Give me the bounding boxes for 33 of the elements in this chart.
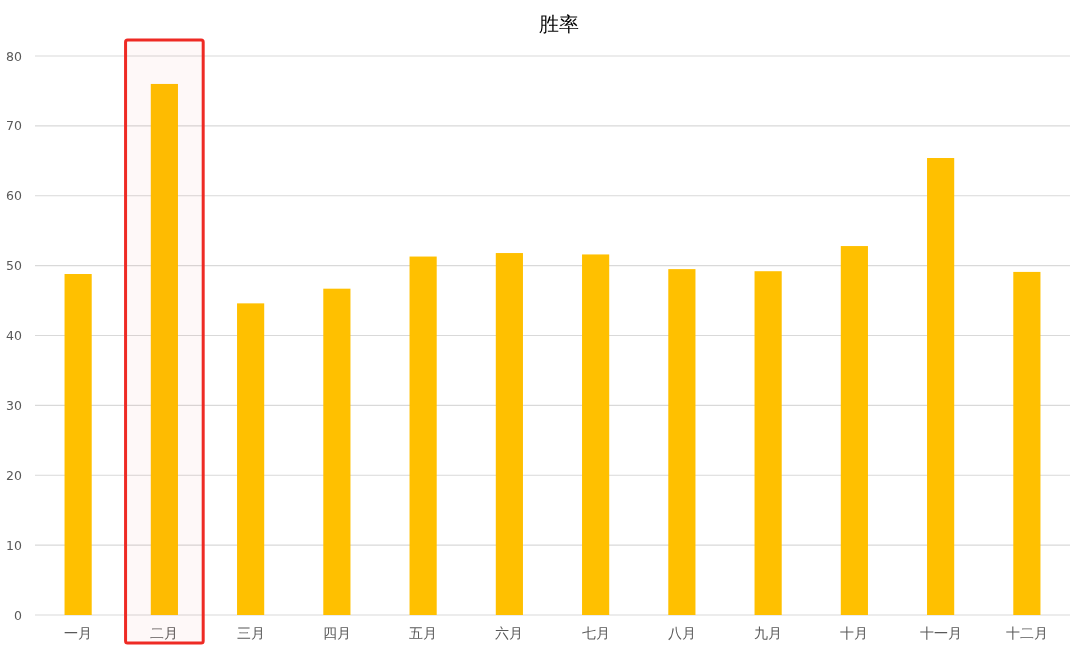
- x-tick-label: 四月: [322, 625, 351, 641]
- y-tick-label: 10: [6, 537, 23, 553]
- y-tick-label: 20: [6, 467, 23, 483]
- bar: [582, 254, 610, 615]
- x-tick-label: 三月: [236, 625, 265, 641]
- x-tick-label: 七月: [581, 625, 610, 641]
- x-tick-label: 九月: [754, 625, 783, 641]
- x-tick-label: 五月: [409, 625, 438, 641]
- bar: [323, 288, 351, 615]
- y-tick-label: 80: [6, 48, 23, 64]
- x-tick-label: 十一月: [919, 625, 962, 641]
- y-tick-label: 30: [6, 397, 23, 413]
- x-tick-label: 十二月: [1005, 625, 1048, 641]
- x-tick-label: 六月: [495, 625, 524, 641]
- y-tick-label: 60: [6, 188, 23, 204]
- bar: [1013, 271, 1041, 615]
- bar: [64, 274, 92, 615]
- y-tick-label: 40: [6, 328, 23, 343]
- bar: [495, 253, 523, 615]
- y-tick-label: 0: [14, 607, 23, 623]
- bar: [237, 303, 265, 615]
- y-tick-label: 70: [6, 118, 23, 134]
- x-tick-label: 二月: [150, 625, 179, 641]
- bar: [754, 271, 782, 615]
- bar: [668, 269, 696, 615]
- x-tick-label: 一月: [64, 625, 93, 641]
- bar: [409, 256, 437, 615]
- y-tick-label: 50: [6, 258, 23, 274]
- x-tick-label: 十月: [840, 625, 869, 641]
- chart-title: 胜率: [538, 12, 579, 36]
- bar: [927, 158, 955, 615]
- bar: [840, 246, 868, 615]
- x-tick-label: 八月: [667, 625, 696, 641]
